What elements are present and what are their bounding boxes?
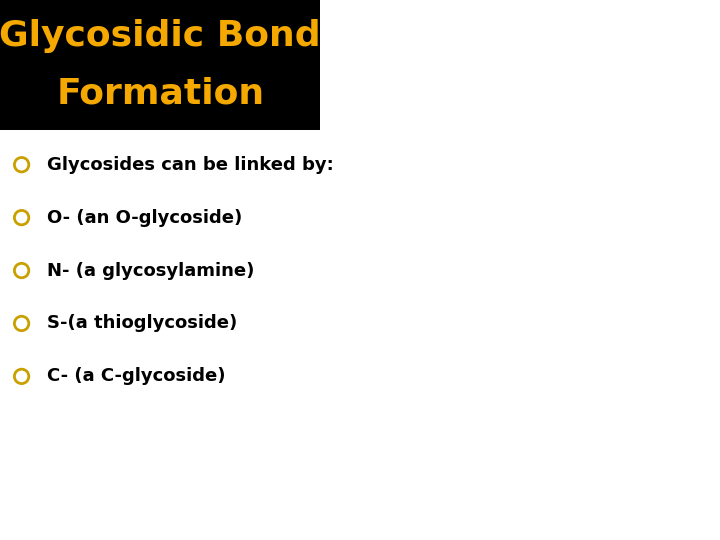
Text: C- (a C-glycoside): C- (a C-glycoside): [47, 367, 225, 386]
Text: Glycosidic Bond: Glycosidic Bond: [0, 19, 321, 53]
FancyBboxPatch shape: [0, 0, 320, 130]
Text: Formation: Formation: [56, 76, 264, 110]
Text: Glycosides can be linked by:: Glycosides can be linked by:: [47, 156, 333, 174]
Text: S-(a thioglycoside): S-(a thioglycoside): [47, 314, 237, 333]
Text: O- (an O-glycoside): O- (an O-glycoside): [47, 208, 242, 227]
Text: N- (a glycosylamine): N- (a glycosylamine): [47, 261, 254, 280]
